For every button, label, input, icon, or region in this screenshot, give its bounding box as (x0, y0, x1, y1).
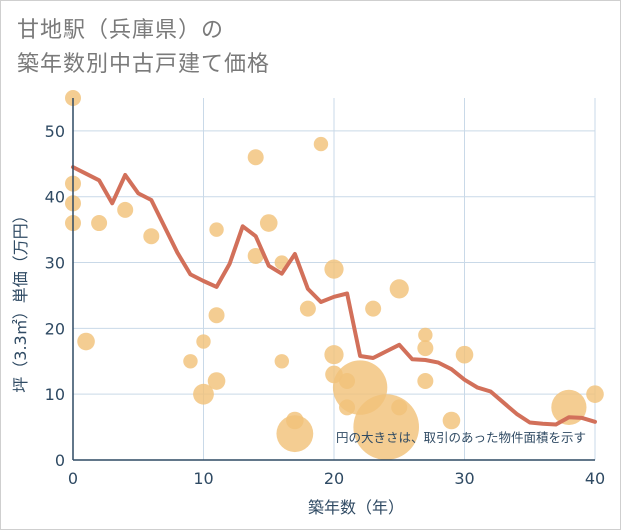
bubble-point-14 (247, 149, 264, 166)
bubble-point-36 (442, 411, 461, 430)
bubble-point-32 (391, 399, 408, 416)
bubble-point-8 (183, 354, 198, 369)
x-tick-30: 30 (454, 469, 474, 488)
bubble-point-37 (455, 345, 474, 364)
bubble-point-18 (274, 354, 289, 369)
axes (72, 98, 595, 461)
bubble-point-23 (324, 259, 344, 279)
bubble-point-13 (207, 372, 226, 390)
bubble-point-7 (143, 228, 160, 245)
bubble-point-6 (117, 201, 134, 218)
grid-lines (73, 98, 596, 460)
bubble-point-29 (365, 300, 382, 317)
x-axis-label: 築年数（年） (308, 498, 404, 517)
bubble-point-15 (247, 247, 264, 264)
bubble-point-24 (324, 345, 344, 365)
bubble-point-35 (417, 373, 434, 390)
y-tick-40: 40 (45, 188, 65, 207)
bubble-point-5 (91, 215, 108, 232)
bubble-point-22 (313, 136, 329, 152)
x-tick-40: 40 (585, 469, 605, 488)
bubble-point-39 (586, 385, 604, 403)
bubble-point-9 (196, 334, 211, 349)
bubble-point-20 (276, 415, 314, 453)
bubble-point-30 (353, 394, 420, 460)
y-tick-0: 0 (55, 451, 65, 470)
bubble-point-11 (209, 222, 224, 237)
x-tick-20: 20 (324, 469, 344, 488)
chart-title-line1: 甘地駅（兵庫県）の (17, 18, 225, 43)
y-tick-10: 10 (45, 385, 65, 404)
y-tick-labels: 0 10 20 30 40 50 (45, 122, 65, 470)
y-tick-30: 30 (45, 254, 65, 273)
bubble-point-16 (259, 214, 278, 232)
bubble-point-33 (418, 327, 433, 343)
x-tick-labels: 0 10 20 30 40 (68, 469, 605, 488)
chart-title: 甘地駅（兵庫県）の 築年数別中古戸建て価格 (17, 14, 270, 82)
bubble-point-31 (389, 279, 409, 299)
bubble-point-34 (417, 340, 434, 357)
y-axis-label: 坪（3.3㎡）単価（万円） (11, 207, 30, 392)
bubble-point-10 (193, 383, 214, 405)
bubble-point-12 (208, 307, 225, 324)
size-annotation: 円の大きさは、取引のあった物件面積を示す (336, 430, 586, 445)
bubble-point-21 (299, 300, 316, 317)
y-tick-20: 20 (45, 319, 65, 338)
bubble-point-4 (77, 332, 95, 351)
y-tick-50: 50 (45, 122, 65, 141)
x-tick-0: 0 (68, 469, 78, 488)
chart-title-line2: 築年数別中古戸建て価格 (17, 52, 271, 77)
x-tick-10: 10 (193, 469, 213, 488)
average-price-line (71, 165, 597, 427)
